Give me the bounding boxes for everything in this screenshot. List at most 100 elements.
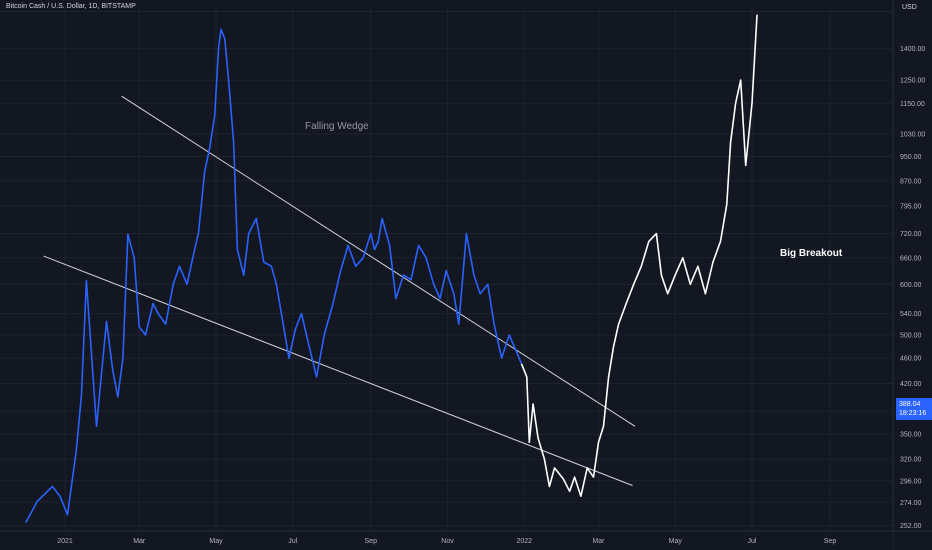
x-tick-label: 2022 xyxy=(516,538,532,545)
trendline-1[interactable] xyxy=(43,255,633,486)
y-tick-label: 720.00 xyxy=(900,231,922,238)
price-point xyxy=(370,232,372,235)
y-tick-label: 1400.00 xyxy=(900,46,925,53)
grid xyxy=(0,8,892,530)
y-tick-label: 870.00 xyxy=(900,178,922,185)
price-point xyxy=(117,396,119,398)
price-point xyxy=(655,232,657,235)
price-point xyxy=(597,441,600,443)
price-point xyxy=(433,283,435,285)
price-point xyxy=(85,279,87,282)
series-lines xyxy=(25,14,758,523)
symbol-header[interactable]: Bitcoin Cash / U.S. Dollar, 1D, BITSTAMP xyxy=(6,3,136,10)
price-point xyxy=(248,232,250,235)
price-point xyxy=(347,244,349,246)
price-point xyxy=(275,283,277,285)
price-point xyxy=(270,265,272,267)
price-point xyxy=(233,141,235,143)
x-axis-panel xyxy=(0,531,893,550)
y-tick-label: 320.00 xyxy=(900,457,922,464)
price-point xyxy=(402,274,405,276)
price-point xyxy=(689,283,691,285)
price-point xyxy=(453,293,455,295)
price-point xyxy=(612,345,615,347)
last-price-tag: 388.04 18:23:16 xyxy=(896,398,932,420)
y-tick-label: 1150.00 xyxy=(900,101,925,108)
price-point xyxy=(373,248,376,251)
price-point xyxy=(543,458,545,460)
price-point xyxy=(197,232,199,235)
price-point xyxy=(355,265,357,267)
price-point xyxy=(465,232,467,235)
price-point xyxy=(625,302,627,305)
y-tick-label: 950.00 xyxy=(900,154,922,161)
price-point xyxy=(204,170,206,173)
price-point xyxy=(516,351,518,353)
y-tick-label: 500.00 xyxy=(900,332,922,339)
price-series-0 xyxy=(25,28,523,523)
x-tick-label: Nov xyxy=(441,538,454,545)
price-point xyxy=(165,323,167,325)
price-point xyxy=(280,312,283,315)
price-point xyxy=(473,274,475,276)
price-point xyxy=(602,425,605,427)
price-point xyxy=(186,283,188,285)
price-point xyxy=(316,376,318,378)
price-point xyxy=(157,312,159,315)
price-point xyxy=(127,233,129,235)
price-point xyxy=(25,521,27,523)
price-point xyxy=(719,240,722,242)
price-point xyxy=(152,302,154,305)
price-point xyxy=(209,147,211,149)
price-point xyxy=(294,328,296,331)
price-point xyxy=(562,478,564,480)
price-point xyxy=(288,357,290,359)
price-point xyxy=(122,357,124,359)
price-point xyxy=(660,274,663,276)
y-tick-label: 660.00 xyxy=(900,255,922,262)
price-point xyxy=(508,334,510,336)
price-point xyxy=(445,270,447,272)
price-point xyxy=(487,283,489,285)
y-axis: 252.00274.00296.00320.00350.00380.00420.… xyxy=(892,0,932,550)
trendlines xyxy=(43,95,636,486)
x-tick-label: May xyxy=(669,538,683,545)
price-point xyxy=(112,369,114,372)
price-point xyxy=(362,257,364,259)
price-series-1 xyxy=(520,14,758,498)
trendline-0[interactable] xyxy=(121,95,636,427)
price-point xyxy=(640,265,642,267)
price-point xyxy=(224,38,226,40)
price-point xyxy=(389,244,391,246)
price-point xyxy=(395,297,397,300)
price-point xyxy=(323,334,325,336)
x-tick-label: Sep xyxy=(365,538,378,545)
price-point xyxy=(417,244,420,246)
price-point xyxy=(255,217,257,220)
price-point xyxy=(745,164,747,166)
y-tick-label: 274.00 xyxy=(900,500,922,507)
price-point xyxy=(339,270,342,272)
price-point xyxy=(227,79,230,81)
bar-countdown: 18:23:16 xyxy=(899,410,927,417)
price-point xyxy=(439,297,441,300)
y-tick-label: 600.00 xyxy=(900,282,922,289)
price-point xyxy=(607,376,610,378)
y-tick-label: 350.00 xyxy=(900,432,922,439)
currency-label[interactable]: USD xyxy=(902,4,917,11)
price-point xyxy=(300,312,303,315)
price-point xyxy=(144,334,147,336)
price-point xyxy=(243,274,245,276)
price-point xyxy=(178,265,181,267)
price-point xyxy=(751,102,753,104)
price-point xyxy=(138,326,140,328)
x-tick-label: Jul xyxy=(748,538,757,545)
price-point xyxy=(648,240,650,242)
price-point xyxy=(553,467,556,469)
y-tick-label: 540.00 xyxy=(900,311,922,318)
price-point xyxy=(501,357,503,359)
price-point xyxy=(193,248,196,251)
price-point xyxy=(479,293,481,295)
price-point xyxy=(80,395,82,397)
